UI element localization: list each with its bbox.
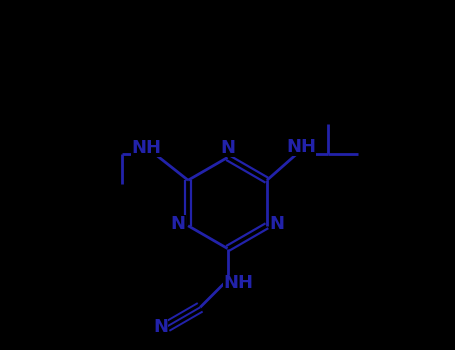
Text: N: N (220, 139, 235, 157)
Text: NH: NH (131, 139, 161, 157)
Text: N: N (269, 215, 284, 233)
Text: NH: NH (223, 274, 253, 293)
Text: N: N (153, 317, 168, 336)
Text: N: N (171, 215, 186, 233)
Text: NH: NH (286, 138, 316, 156)
